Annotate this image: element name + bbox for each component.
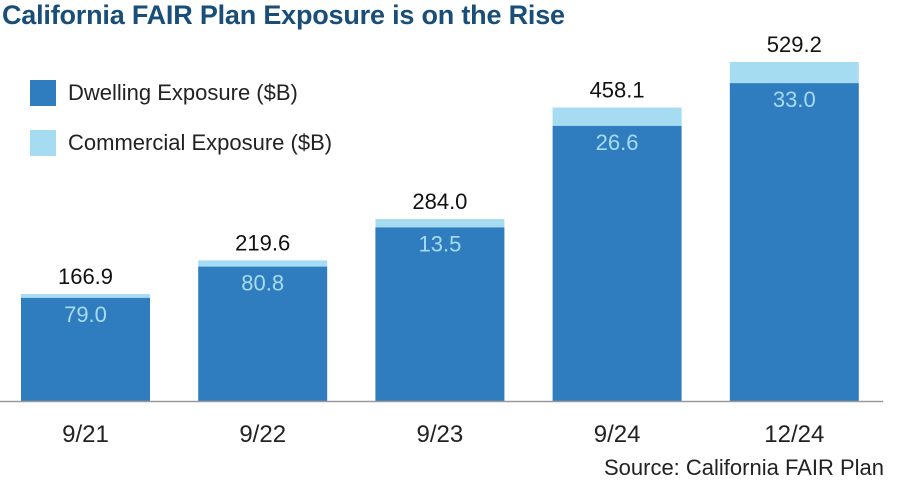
data-label-inner: 33.0: [773, 87, 816, 112]
data-label-total: 529.2: [767, 32, 822, 57]
chart-title: California FAIR Plan Exposure is on the …: [2, 0, 565, 30]
bar-dwelling: [552, 125, 682, 401]
x-tick-label: 9/21: [62, 421, 109, 448]
bar-commercial: [21, 294, 150, 298]
data-label-inner: 26.6: [596, 130, 639, 155]
legend-swatch-commercial: [30, 130, 56, 156]
x-tick-label: 9/24: [594, 421, 641, 448]
legend-item-dwelling: Dwelling Exposure ($B): [30, 80, 298, 106]
data-label-inner: 80.8: [241, 271, 284, 296]
bar-dwelling: [21, 297, 150, 401]
data-label-total: 219.6: [235, 230, 290, 255]
data-label-total: 166.9: [58, 264, 113, 289]
bar-commercial: [375, 219, 505, 228]
x-tick-label: 9/23: [417, 421, 464, 448]
x-tick-label: 12/24: [764, 421, 824, 448]
bar-group: 284.0 13.5 9/23: [375, 189, 505, 448]
bar-commercial: [729, 62, 859, 84]
bar-dwelling: [375, 227, 505, 401]
bar-group: 529.2 33.0 12/24: [729, 32, 859, 448]
data-label-total: 284.0: [412, 189, 467, 214]
bar-group: 458.1 26.6 9/24: [552, 78, 682, 448]
bar-dwelling: [729, 83, 859, 401]
data-label-total: 458.1: [590, 78, 645, 103]
legend-label-dwelling: Dwelling Exposure ($B): [68, 80, 298, 105]
data-label-inner: 13.5: [418, 231, 461, 256]
bar-group: 166.9 79.0 9/21: [21, 264, 150, 448]
bar-group: 219.6 80.8 9/22: [198, 230, 328, 448]
legend-label-commercial: Commercial Exposure ($B): [68, 130, 333, 155]
bar-commercial: [552, 107, 682, 126]
legend-swatch-dwelling: [30, 80, 56, 106]
legend-item-commercial: Commercial Exposure ($B): [30, 130, 332, 156]
bar-commercial: [198, 260, 328, 267]
data-label-inner: 79.0: [64, 302, 107, 327]
bar-dwelling: [198, 266, 328, 401]
x-tick-label: 9/22: [239, 421, 286, 448]
source-note: Source: California FAIR Plan: [603, 455, 884, 480]
